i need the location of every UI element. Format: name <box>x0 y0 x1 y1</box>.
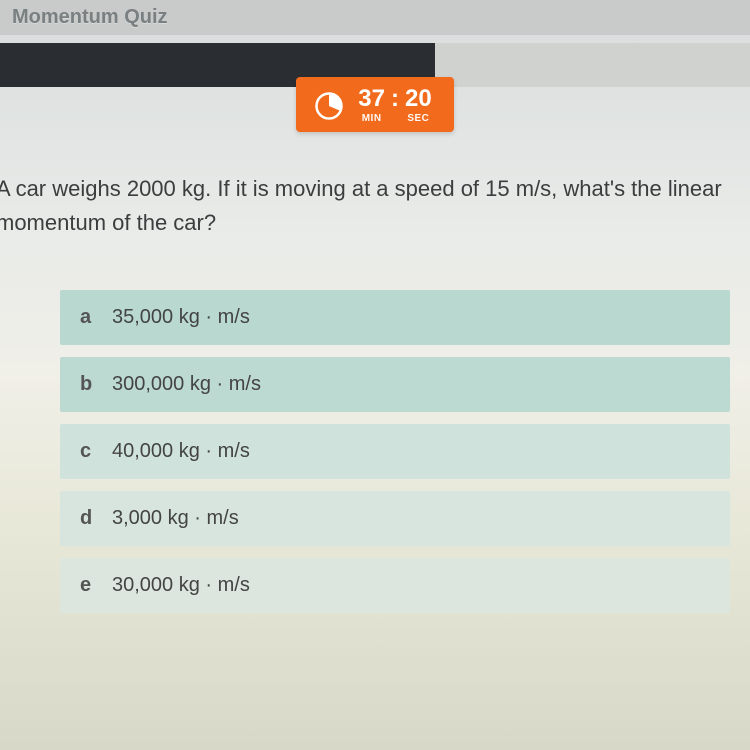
answer-text: 300,000 kg · m/s <box>112 373 261 396</box>
timer-min-label: MIN <box>358 113 385 124</box>
quiz-title: Momentum Quiz <box>12 6 168 28</box>
answer-option-e[interactable]: e 30,000 kg · m/s <box>60 558 730 613</box>
question-text: A car weighs 2000 kg. If it is moving at… <box>0 172 750 240</box>
answer-letter: b <box>80 373 98 396</box>
answer-letter: d <box>80 507 98 530</box>
timer-display: 37 MIN : 20 SEC <box>358 87 431 124</box>
answer-text: 30,000 kg · m/s <box>112 574 250 597</box>
timer-minutes-col: 37 MIN <box>358 87 385 124</box>
timer-seconds: 20 <box>405 87 432 111</box>
answer-letter: e <box>80 574 98 597</box>
answer-option-a[interactable]: a 35,000 kg · m/s <box>60 290 730 345</box>
answer-letter: c <box>80 440 98 463</box>
answer-text: 3,000 kg · m/s <box>112 507 239 530</box>
answer-option-d[interactable]: d 3,000 kg · m/s <box>60 491 730 546</box>
progress-light <box>435 43 750 87</box>
quiz-header: Momentum Quiz <box>0 0 750 35</box>
answer-text: 40,000 kg · m/s <box>112 440 250 463</box>
answer-option-c[interactable]: c 40,000 kg · m/s <box>60 424 730 479</box>
answer-text: 35,000 kg · m/s <box>112 306 250 329</box>
timer: 37 MIN : 20 SEC <box>296 77 453 132</box>
timer-sec-label: SEC <box>405 113 432 124</box>
timer-seconds-col: 20 SEC <box>405 87 432 124</box>
answer-option-b[interactable]: b 300,000 kg · m/s <box>60 357 730 412</box>
timer-icon <box>314 91 344 121</box>
timer-minutes: 37 <box>358 87 385 111</box>
answer-list: a 35,000 kg · m/s b 300,000 kg · m/s c 4… <box>0 290 750 613</box>
timer-colon: : <box>391 87 399 111</box>
answer-letter: a <box>80 306 98 329</box>
